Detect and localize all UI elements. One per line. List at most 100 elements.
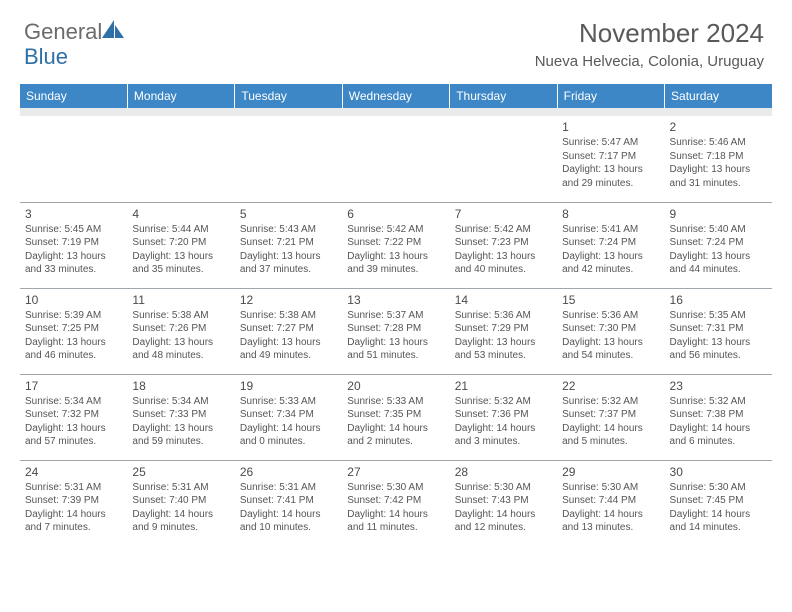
sunset-text: Sunset: 7:35 PM (347, 408, 444, 422)
day-number: 3 (25, 206, 122, 222)
daylight-text: Daylight: 13 hours and 48 minutes. (132, 336, 229, 363)
spacer-row (20, 108, 772, 116)
sunset-text: Sunset: 7:24 PM (670, 236, 767, 250)
sunrise-text: Sunrise: 5:35 AM (670, 309, 767, 323)
calendar-body: 1Sunrise: 5:47 AMSunset: 7:17 PMDaylight… (20, 108, 772, 546)
day-number: 11 (132, 292, 229, 308)
sunrise-text: Sunrise: 5:30 AM (562, 481, 659, 495)
day-cell: 19Sunrise: 5:33 AMSunset: 7:34 PMDayligh… (235, 374, 342, 460)
day-cell: 4Sunrise: 5:44 AMSunset: 7:20 PMDaylight… (127, 202, 234, 288)
day-number: 7 (455, 206, 552, 222)
calendar-row: 17Sunrise: 5:34 AMSunset: 7:32 PMDayligh… (20, 374, 772, 460)
day-cell: 2Sunrise: 5:46 AMSunset: 7:18 PMDaylight… (665, 116, 772, 202)
weekday-header: Friday (557, 84, 664, 108)
empty-cell (342, 116, 449, 202)
daylight-text: Daylight: 13 hours and 40 minutes. (455, 250, 552, 277)
day-cell: 3Sunrise: 5:45 AMSunset: 7:19 PMDaylight… (20, 202, 127, 288)
sunrise-text: Sunrise: 5:30 AM (455, 481, 552, 495)
day-cell: 24Sunrise: 5:31 AMSunset: 7:39 PMDayligh… (20, 460, 127, 546)
sunrise-text: Sunrise: 5:39 AM (25, 309, 122, 323)
sunrise-text: Sunrise: 5:34 AM (132, 395, 229, 409)
sunset-text: Sunset: 7:36 PM (455, 408, 552, 422)
calendar-row: 10Sunrise: 5:39 AMSunset: 7:25 PMDayligh… (20, 288, 772, 374)
sunrise-text: Sunrise: 5:30 AM (670, 481, 767, 495)
day-number: 2 (670, 119, 767, 135)
sunset-text: Sunset: 7:32 PM (25, 408, 122, 422)
day-number: 26 (240, 464, 337, 480)
sunset-text: Sunset: 7:18 PM (670, 150, 767, 164)
sunset-text: Sunset: 7:44 PM (562, 494, 659, 508)
sunset-text: Sunset: 7:19 PM (25, 236, 122, 250)
day-cell: 16Sunrise: 5:35 AMSunset: 7:31 PMDayligh… (665, 288, 772, 374)
empty-cell (127, 116, 234, 202)
sunrise-text: Sunrise: 5:38 AM (240, 309, 337, 323)
sunrise-text: Sunrise: 5:34 AM (25, 395, 122, 409)
sunrise-text: Sunrise: 5:31 AM (240, 481, 337, 495)
sunset-text: Sunset: 7:28 PM (347, 322, 444, 336)
sunrise-text: Sunrise: 5:36 AM (562, 309, 659, 323)
header: General November 2024 Nueva Helvecia, Co… (0, 0, 792, 78)
day-number: 1 (562, 119, 659, 135)
day-number: 21 (455, 378, 552, 394)
day-number: 22 (562, 378, 659, 394)
sunset-text: Sunset: 7:43 PM (455, 494, 552, 508)
weekday-header: Sunday (20, 84, 127, 108)
sunset-text: Sunset: 7:26 PM (132, 322, 229, 336)
day-number: 8 (562, 206, 659, 222)
sunrise-text: Sunrise: 5:47 AM (562, 136, 659, 150)
day-cell: 20Sunrise: 5:33 AMSunset: 7:35 PMDayligh… (342, 374, 449, 460)
day-number: 9 (670, 206, 767, 222)
day-number: 16 (670, 292, 767, 308)
sunset-text: Sunset: 7:45 PM (670, 494, 767, 508)
daylight-text: Daylight: 13 hours and 37 minutes. (240, 250, 337, 277)
day-number: 15 (562, 292, 659, 308)
day-number: 29 (562, 464, 659, 480)
page-subtitle: Nueva Helvecia, Colonia, Uruguay (535, 53, 764, 70)
daylight-text: Daylight: 13 hours and 39 minutes. (347, 250, 444, 277)
sunset-text: Sunset: 7:30 PM (562, 322, 659, 336)
day-number: 17 (25, 378, 122, 394)
daylight-text: Daylight: 13 hours and 42 minutes. (562, 250, 659, 277)
day-number: 28 (455, 464, 552, 480)
day-number: 5 (240, 206, 337, 222)
sunset-text: Sunset: 7:34 PM (240, 408, 337, 422)
sunrise-text: Sunrise: 5:43 AM (240, 223, 337, 237)
sunrise-text: Sunrise: 5:33 AM (347, 395, 444, 409)
daylight-text: Daylight: 13 hours and 35 minutes. (132, 250, 229, 277)
sunset-text: Sunset: 7:37 PM (562, 408, 659, 422)
weekday-header: Saturday (665, 84, 772, 108)
day-number: 12 (240, 292, 337, 308)
sunrise-text: Sunrise: 5:37 AM (347, 309, 444, 323)
sunrise-text: Sunrise: 5:38 AM (132, 309, 229, 323)
sunrise-text: Sunrise: 5:32 AM (670, 395, 767, 409)
day-number: 4 (132, 206, 229, 222)
brand-part1: General (24, 19, 102, 45)
weekday-header: Wednesday (342, 84, 449, 108)
daylight-text: Daylight: 13 hours and 57 minutes. (25, 422, 122, 449)
day-cell: 29Sunrise: 5:30 AMSunset: 7:44 PMDayligh… (557, 460, 664, 546)
day-cell: 28Sunrise: 5:30 AMSunset: 7:43 PMDayligh… (450, 460, 557, 546)
day-cell: 18Sunrise: 5:34 AMSunset: 7:33 PMDayligh… (127, 374, 234, 460)
spacer-cell (20, 108, 772, 116)
calendar-row: 3Sunrise: 5:45 AMSunset: 7:19 PMDaylight… (20, 202, 772, 288)
daylight-text: Daylight: 14 hours and 12 minutes. (455, 508, 552, 535)
daylight-text: Daylight: 13 hours and 53 minutes. (455, 336, 552, 363)
sunset-text: Sunset: 7:39 PM (25, 494, 122, 508)
brand-logo: General (24, 18, 124, 46)
page-title: November 2024 (535, 18, 764, 49)
sunrise-text: Sunrise: 5:44 AM (132, 223, 229, 237)
day-number: 30 (670, 464, 767, 480)
calendar-table: Sunday Monday Tuesday Wednesday Thursday… (20, 84, 772, 546)
day-cell: 14Sunrise: 5:36 AMSunset: 7:29 PMDayligh… (450, 288, 557, 374)
daylight-text: Daylight: 13 hours and 31 minutes. (670, 163, 767, 190)
sunrise-text: Sunrise: 5:42 AM (455, 223, 552, 237)
daylight-text: Daylight: 14 hours and 7 minutes. (25, 508, 122, 535)
sunset-text: Sunset: 7:41 PM (240, 494, 337, 508)
day-cell: 27Sunrise: 5:30 AMSunset: 7:42 PMDayligh… (342, 460, 449, 546)
calendar-row: 24Sunrise: 5:31 AMSunset: 7:39 PMDayligh… (20, 460, 772, 546)
sunset-text: Sunset: 7:22 PM (347, 236, 444, 250)
daylight-text: Daylight: 14 hours and 13 minutes. (562, 508, 659, 535)
daylight-text: Daylight: 13 hours and 51 minutes. (347, 336, 444, 363)
daylight-text: Daylight: 13 hours and 54 minutes. (562, 336, 659, 363)
daylight-text: Daylight: 13 hours and 46 minutes. (25, 336, 122, 363)
